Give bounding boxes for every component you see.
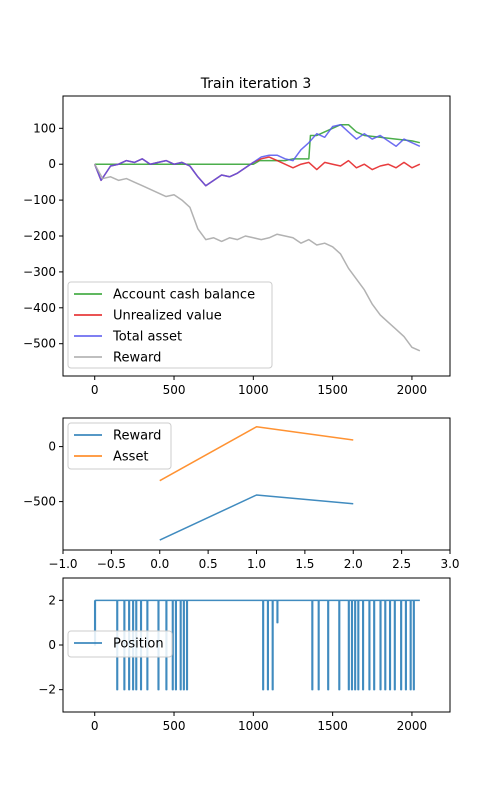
y-tick-label: 2: [48, 593, 56, 607]
x-tick-label: 0.5: [199, 557, 218, 571]
chart-panel-1: Train iteration 3 0 500 1000 1500 2000−500−4…: [23, 76, 451, 397]
series-line-total-asset: [94, 123, 421, 187]
legend: Position: [67, 630, 173, 658]
y-tick-label: −200: [23, 229, 56, 243]
y-tick-label: −300: [23, 265, 56, 279]
y-tick-label: −100: [23, 193, 56, 207]
x-tick-label: 500: [163, 719, 186, 733]
legend-entry: Position: [113, 637, 164, 652]
legend-entry: Unrealized value: [113, 309, 222, 324]
x-tick-label: 0.0: [150, 557, 169, 571]
y-tick-label: −500: [23, 495, 56, 509]
series-line-asset: [159, 426, 354, 482]
x-tick-label: −0.5: [97, 557, 126, 571]
y-tick-label: 100: [33, 121, 56, 135]
series-line-reward: [159, 494, 354, 541]
chart-title: Train iteration 3: [200, 76, 312, 92]
x-tick-label: 2000: [397, 719, 428, 733]
legend-box: [67, 630, 173, 658]
x-tick-label: 2.5: [392, 557, 411, 571]
series-line-position: [93, 599, 420, 691]
plot-area: [94, 123, 421, 352]
y-tick-label: 0: [48, 638, 56, 652]
x-tick-label: 3.0: [440, 557, 459, 571]
legend-entry: Reward: [113, 429, 161, 444]
chart-panel-3: 0 500 1000 1500 2000 −2 0 2 Position: [38, 577, 451, 733]
plot-area: [159, 426, 354, 541]
x-tick-label: 2000: [397, 383, 428, 397]
y-tick-label: −500: [23, 337, 56, 351]
legend-box: [67, 281, 273, 369]
x-tick-label: 1500: [317, 383, 348, 397]
legend-entry: Total asset: [112, 330, 182, 345]
x-tick-label: 1.0: [247, 557, 266, 571]
x-tick-label: 1.5: [295, 557, 314, 571]
legend: Reward Asset: [67, 422, 172, 470]
y-tick-label: −400: [23, 301, 56, 315]
x-tick-label: 1000: [238, 719, 269, 733]
legend-entry: Asset: [113, 450, 149, 465]
x-tick-label: 1500: [317, 719, 348, 733]
legend-entry: Account cash balance: [113, 288, 255, 303]
y-tick-label: −2: [38, 683, 56, 697]
x-tick-label: 500: [163, 383, 186, 397]
x-tick-label: −1.0: [48, 557, 77, 571]
x-tick-label: 0: [91, 719, 99, 733]
x-tick-label: 1000: [238, 383, 269, 397]
legend: Account cash balance Unrealized value Tota…: [67, 281, 273, 369]
x-tick-label: 2.0: [344, 557, 363, 571]
legend-entry: Reward: [113, 351, 161, 366]
y-tick-label: 0: [48, 157, 56, 171]
chart-panel-2: −1.0 −0.5 0.0 0.5 1.0 1.5 2.0 2.5 3.0 −500 0 Reward…: [23, 417, 460, 571]
y-tick-label: 0: [48, 440, 56, 454]
series-line-reward: [94, 163, 421, 352]
x-tick-label: 0: [91, 383, 99, 397]
plot-area: [93, 599, 420, 691]
